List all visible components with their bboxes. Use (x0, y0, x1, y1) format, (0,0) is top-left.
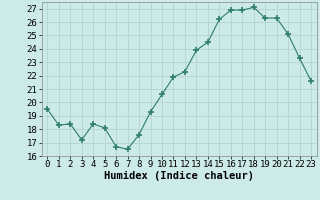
X-axis label: Humidex (Indice chaleur): Humidex (Indice chaleur) (104, 171, 254, 181)
